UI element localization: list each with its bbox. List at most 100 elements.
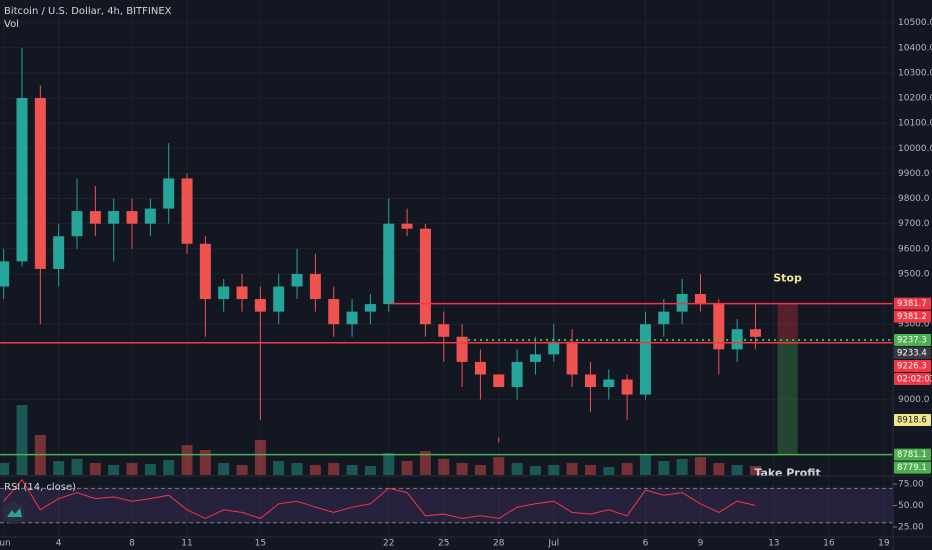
- volume-bar: [474, 465, 486, 475]
- candle-body: [218, 286, 230, 300]
- candle-body: [291, 273, 303, 287]
- x-tick-label: 22: [383, 539, 394, 549]
- price-tag: [894, 297, 931, 310]
- candle-body: [364, 304, 376, 312]
- candle-body: [236, 286, 248, 300]
- volume-bar: [89, 463, 101, 475]
- candle-body: [383, 223, 395, 305]
- candle-body: [731, 329, 743, 350]
- price-tag: [894, 461, 931, 474]
- price-tag-label: 8918.6: [897, 416, 927, 426]
- volume-bar: [328, 463, 340, 475]
- x-tick-label: Jul: [547, 539, 559, 549]
- y-tick-label: 10000.0: [898, 144, 932, 154]
- plot: Stop Take Profit: [0, 47, 893, 519]
- volume-bar: [309, 465, 321, 475]
- volume-bar: [658, 461, 670, 475]
- price-tag-label: 9381.7: [897, 299, 927, 309]
- target-zone: [777, 339, 798, 455]
- volume-bar: [749, 466, 761, 475]
- y-tick-label: 9300.0: [898, 320, 930, 330]
- volume-bar: [163, 460, 175, 475]
- candle-body: [199, 243, 211, 300]
- volume-bar: [548, 465, 560, 475]
- candle-body: [144, 208, 156, 224]
- volume-bar: [529, 466, 541, 475]
- y-tick-label: 10300.0: [898, 68, 932, 78]
- candle-body: [16, 98, 28, 262]
- rsi-title: RSI (14, close): [4, 482, 76, 493]
- price-tag: [894, 333, 931, 346]
- rsi-band: [0, 488, 893, 523]
- rsi-tick-label: 25.00: [898, 523, 924, 533]
- candle-body: [89, 211, 101, 224]
- price-tag-label: 8779.1: [897, 463, 927, 473]
- candle-body: [529, 354, 541, 362]
- price-tag: [894, 359, 931, 372]
- candle-body: [309, 273, 321, 300]
- candle-body: [713, 304, 725, 350]
- logo[interactable]: [3, 502, 25, 524]
- target-label: Take Profit: [754, 467, 820, 480]
- volume-bar: [694, 457, 706, 475]
- candle-body: [71, 211, 83, 237]
- price-tag-label: 9381.2: [897, 312, 927, 322]
- candle-body: [658, 311, 670, 325]
- candle-body: [254, 299, 266, 312]
- price-tag: [894, 414, 931, 427]
- candle-body: [566, 341, 578, 375]
- candle-body: [603, 379, 615, 388]
- volume-bar: [584, 465, 596, 475]
- volume-bar: [419, 451, 431, 475]
- candle-body: [694, 294, 706, 305]
- y-tick-label: 10200.0: [898, 94, 932, 104]
- volume-bar: [639, 455, 651, 475]
- y-tick-label: 10100.0: [898, 119, 932, 129]
- y-tick-label: 10500.0: [898, 18, 932, 28]
- volume-bar: [383, 453, 395, 475]
- volume-bar: [218, 463, 230, 475]
- volume-bar: [254, 440, 266, 475]
- volume-bar: [401, 461, 413, 475]
- candle-body: [34, 98, 46, 269]
- price-tag: [894, 310, 931, 323]
- price-tag: [894, 346, 931, 359]
- rsi-tick-label: 50.00: [898, 501, 924, 511]
- price-tag-label: 02:02:03: [897, 374, 932, 384]
- volume-bar: [291, 463, 303, 475]
- candle-body: [328, 299, 340, 325]
- price-tag-label: 8781.1: [897, 450, 927, 460]
- x-tick-label: 8: [129, 539, 135, 549]
- candle-body: [163, 178, 175, 209]
- x-tick-label: 9: [698, 539, 704, 549]
- y-tick-label: 9000.0: [898, 395, 930, 405]
- stop-zone: [777, 303, 798, 340]
- price-tag-label: 9237.3: [897, 335, 927, 345]
- x-tick-label: 19: [878, 539, 890, 549]
- candle-body: [749, 329, 761, 337]
- y-tick-label: 9900.0: [898, 169, 930, 179]
- x-tick-label: 15: [255, 539, 266, 549]
- candle-body: [181, 178, 193, 244]
- stop-label: Stop: [773, 272, 802, 285]
- volume-bar: [71, 459, 83, 475]
- price-tag-label: 9233.4: [897, 348, 927, 358]
- y-tick-label: 10400.0: [898, 43, 932, 53]
- volume-bar: [621, 463, 633, 475]
- candle-body: [511, 361, 523, 388]
- candle-body: [273, 286, 285, 312]
- candle-body: [639, 324, 651, 395]
- candle-body: [346, 311, 358, 325]
- x-tick-label: 4: [56, 539, 62, 549]
- candle-body: [548, 341, 560, 355]
- logo-mark[interactable]: [7, 508, 22, 517]
- x-tick-label: 6: [643, 539, 649, 549]
- rsi-tick-label: 75.00: [898, 480, 924, 490]
- volume-bar: [713, 463, 725, 475]
- y-tick-label: 9600.0: [898, 244, 930, 254]
- price-tag: [894, 448, 931, 461]
- volume-bar: [0, 463, 10, 475]
